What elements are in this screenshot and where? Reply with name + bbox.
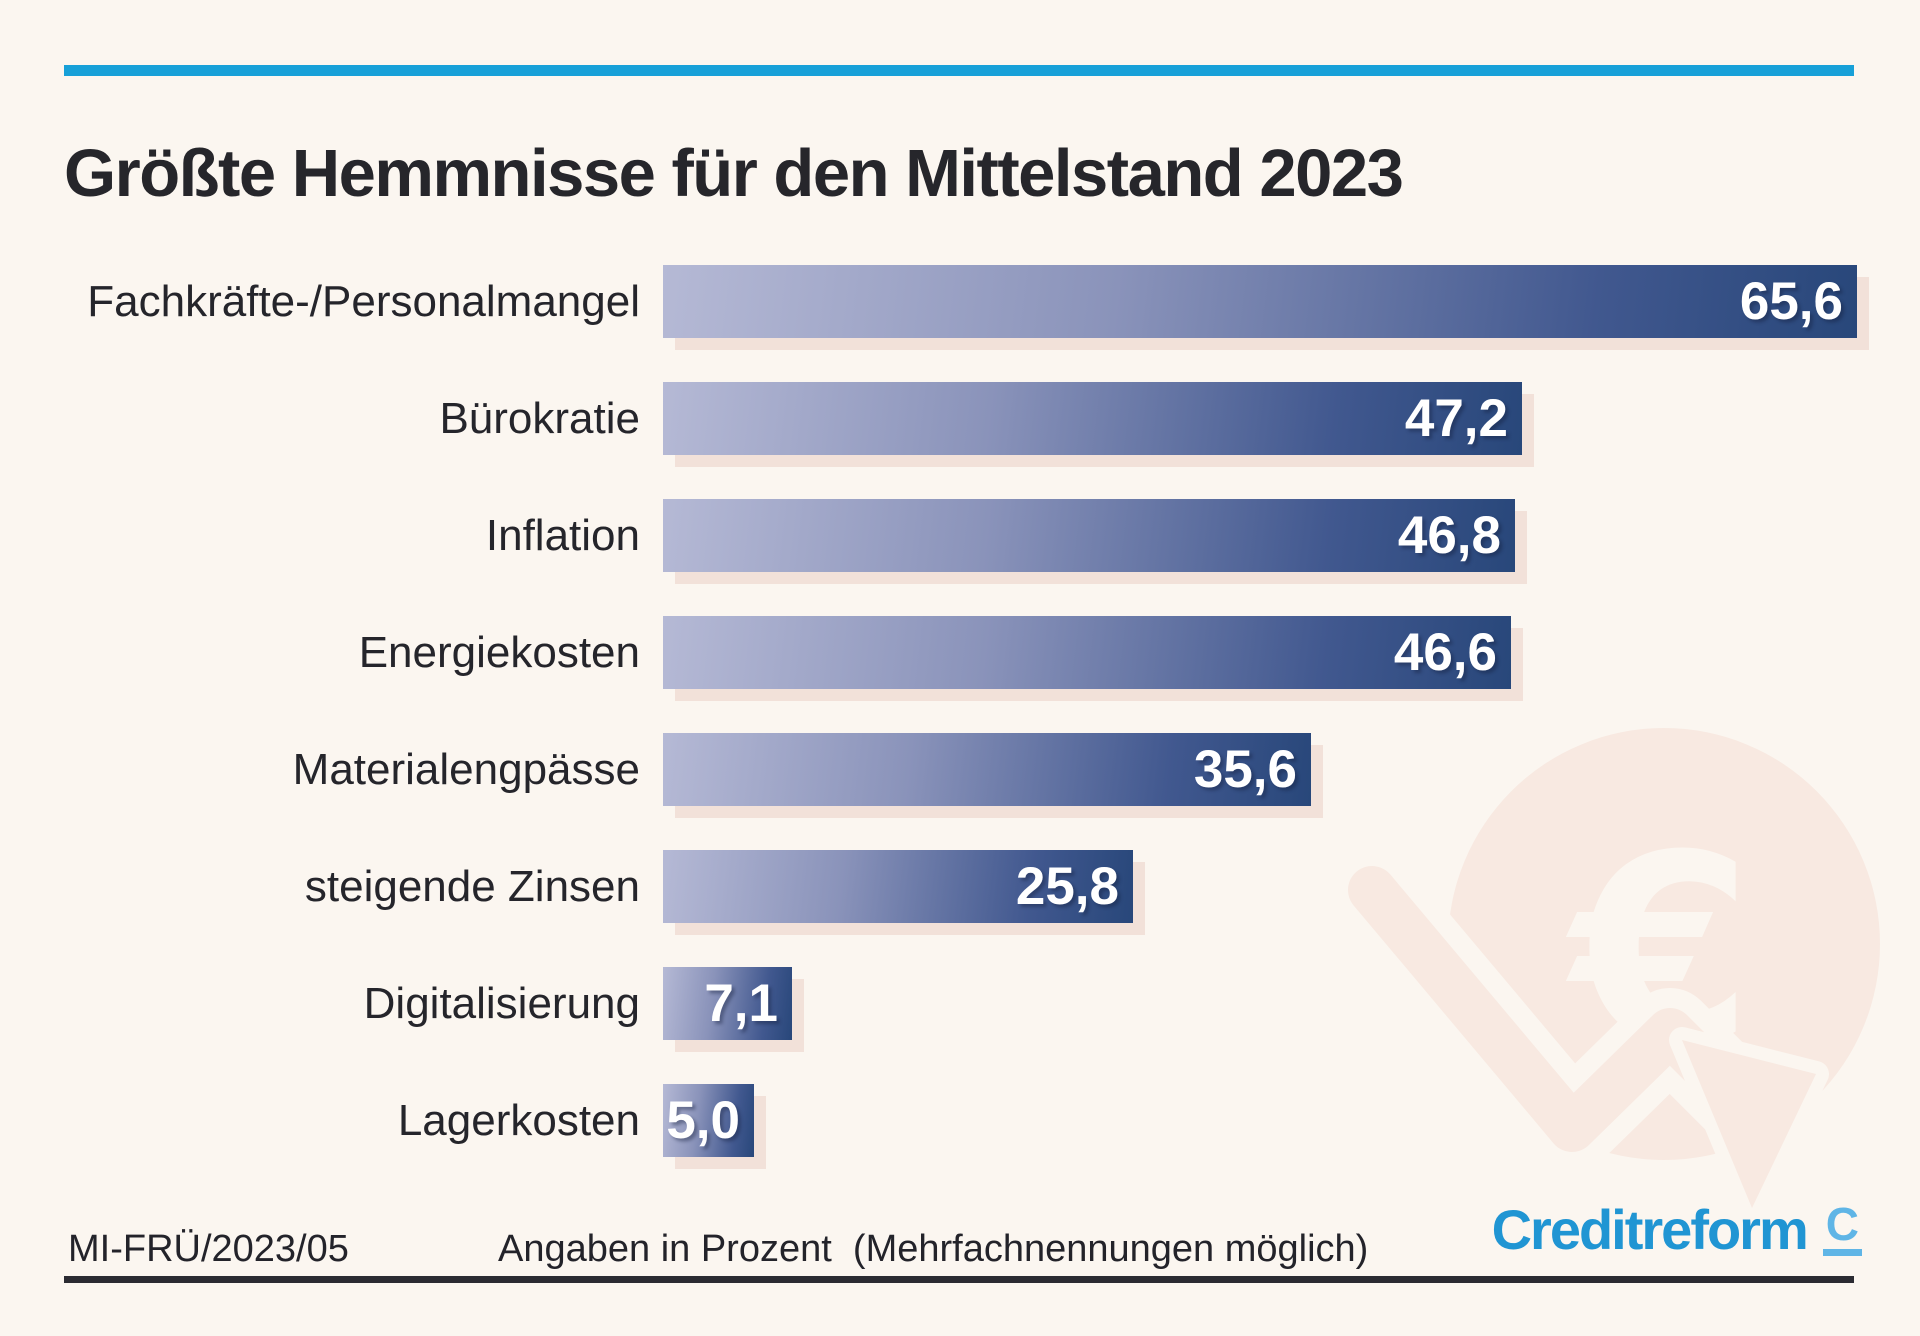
bar-value-label: 35,6 — [1193, 740, 1297, 799]
bar: 35,6 — [663, 733, 1311, 806]
creditreform-c-icon: C — [1822, 1201, 1862, 1256]
bar: 25,8 — [663, 850, 1133, 923]
footer-source-code: MI-FRÜ/2023/05 — [68, 1228, 349, 1270]
bar-category-label: Digitalisierung — [363, 978, 640, 1028]
chart-row: Materialengpässe 35,6 — [0, 733, 1920, 806]
bar: 47,2 — [663, 382, 1522, 455]
chart-row: Inflation 46,8 — [0, 499, 1920, 572]
chart-row: steigende Zinsen 25,8 — [0, 850, 1920, 923]
declining-arrow-icon — [1328, 846, 1829, 1221]
bar-category-label: Bürokratie — [439, 393, 640, 443]
footer-unit-note: Angaben in Prozent (Mehrfachnennungen mö… — [498, 1228, 1369, 1270]
bar: 7,1 — [663, 967, 792, 1040]
bar-category-label: Lagerkosten — [397, 1095, 640, 1145]
bar: 5,0 — [663, 1084, 754, 1157]
bar-value-label: 7,1 — [704, 974, 778, 1033]
top-accent-line — [64, 65, 1854, 76]
chart-row: Digitalisierung 7,1 — [0, 967, 1920, 1040]
chart-row: Bürokratie 47,2 — [0, 382, 1920, 455]
bar-category-label: Energiekosten — [358, 627, 640, 677]
creditreform-wordmark: Creditreform — [1491, 1198, 1809, 1261]
bar: 65,6 — [663, 265, 1857, 338]
bar-category-label: Fachkräfte-/Personalmangel — [87, 276, 640, 326]
bar-value-label: 65,6 — [1739, 272, 1843, 331]
bar-category-label: Materialengpässe — [292, 744, 640, 794]
bar-value-label: 47,2 — [1404, 389, 1508, 448]
footer-divider-line — [64, 1276, 1854, 1283]
bar-value-label: 25,8 — [1015, 857, 1119, 916]
chart-row: Energiekosten 46,6 — [0, 616, 1920, 689]
bar: 46,6 — [663, 616, 1511, 689]
bar-category-label: Inflation — [485, 510, 640, 560]
page-title: Größte Hemmnisse für den Mittelstand 202… — [64, 135, 1404, 211]
bar: 46,8 — [663, 499, 1515, 572]
bar-value-label: 46,8 — [1397, 506, 1501, 565]
bar-value-label: 46,6 — [1393, 623, 1497, 682]
chart-row: Fachkräfte-/Personalmangel 65,6 — [0, 265, 1920, 338]
creditreform-logo: Creditreform C — [1491, 1198, 1862, 1261]
chart-row: Lagerkosten 5,0 — [0, 1084, 1920, 1157]
bar-value-label: 5,0 — [666, 1091, 740, 1150]
bar-category-label: steigende Zinsen — [304, 861, 640, 911]
